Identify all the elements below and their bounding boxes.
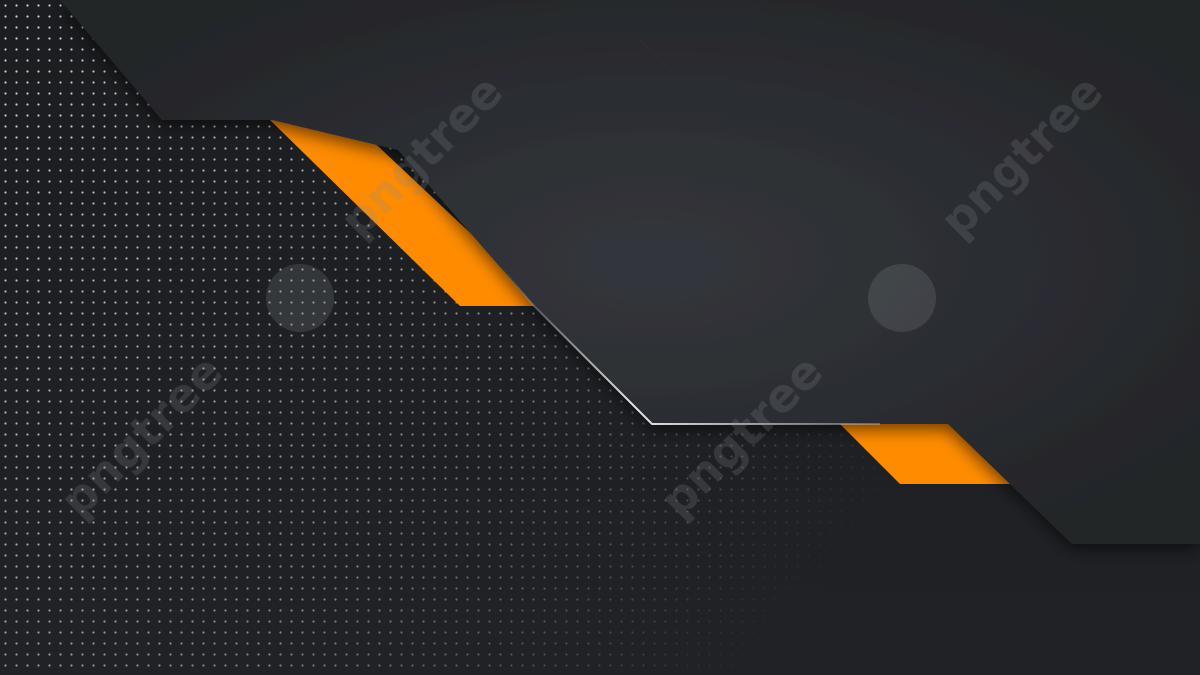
panel-edge-highlight [499,265,880,425]
watermark-logo [266,264,936,332]
panel-edge-subtle [639,39,901,301]
dark-diagonal-panel [60,0,1200,544]
orange-stripe-small [840,424,1014,484]
orange-stripe-large [268,118,548,306]
